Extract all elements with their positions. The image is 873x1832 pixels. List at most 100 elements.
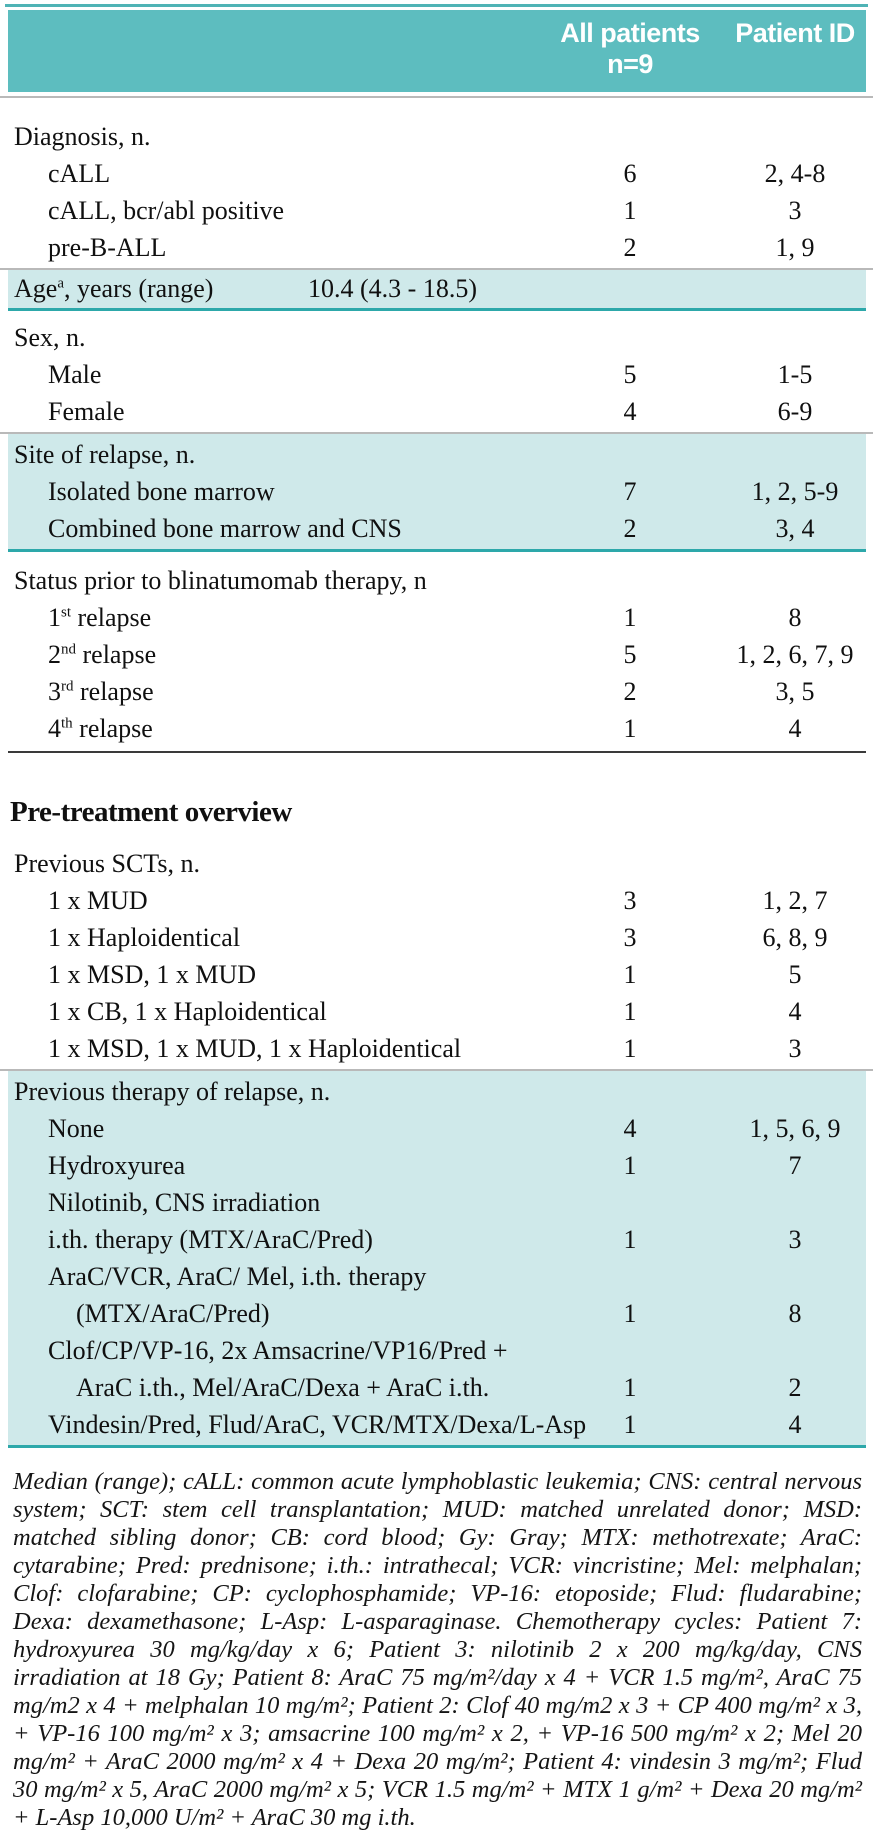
row-label: Nilotinib, CNS irradiation: [48, 1188, 321, 1217]
row-label: 1 x MSD, 1 x MUD: [48, 960, 257, 989]
row-label: Female: [48, 397, 125, 426]
age-value: 10.4 (4.3 - 18.5): [308, 274, 477, 303]
col-all-patients-value: 1: [623, 196, 637, 225]
row-label: Hydroxyurea: [48, 1151, 186, 1180]
row-label: Clof/CP/VP-16, 2x Amsacrine/VP16/Pred +: [48, 1336, 508, 1365]
section-sex: Sex, n. Male 5 1-5 Female 4 6-9: [8, 319, 866, 430]
col-patient-id-value: 3, 4: [775, 514, 815, 543]
row-label: pre-B-ALL: [48, 233, 167, 262]
row-label: Agea, years (range): [14, 274, 214, 303]
col-patient-id-value: 1, 2, 5-9: [751, 477, 839, 506]
col-patient-id-value: [724, 1332, 866, 1369]
section-title-row: Previous therapy of relapse, n.: [8, 1073, 866, 1110]
col-all-patients-value: 6: [623, 159, 637, 188]
section-title: Sex, n.: [14, 323, 86, 352]
col-patient-id-value: 1, 2, 7: [762, 886, 828, 915]
column-header-all-patients: All patients n=9: [536, 18, 724, 80]
col-patient-id-value: 4: [788, 997, 802, 1026]
column-header-n: n=9: [607, 49, 653, 79]
row-label: None: [48, 1114, 105, 1143]
table-row: Nilotinib, CNS irradiation: [8, 1184, 866, 1221]
col-patient-id-value: 1, 9: [775, 233, 815, 262]
section-previous-therapy: Previous therapy of relapse, n. None 4 1…: [8, 1071, 866, 1448]
patient-characteristics-table-page: All patients n=9 Patient ID Diagnosis, n…: [0, 4, 873, 1831]
col-all-patients-value: 1: [623, 714, 637, 743]
col-patient-id-value: 3: [788, 196, 802, 225]
table-row: Vindesin/Pred, Flud/AraC, VCR/MTX/Dexa/L…: [8, 1406, 866, 1443]
col-all-patients-value: [536, 1184, 724, 1221]
section-divider: [0, 432, 873, 434]
col-all-patients-value: 1: [623, 1151, 637, 1180]
section-title: Status prior to blinatumomab therapy, n: [14, 566, 427, 595]
col-all-patients-value: 2: [623, 677, 637, 706]
col-all-patients-value: [536, 1332, 724, 1369]
table-row: Agea, years (range) 10.4 (4.3 - 18.5): [8, 270, 866, 308]
col-patient-id-value: 2: [788, 1373, 802, 1402]
table-row: 4th relapse 1 4: [8, 710, 866, 747]
section-diagnosis: Diagnosis, n. cALL 6 2, 4-8 cALL, bcr/ab…: [8, 118, 866, 266]
col-all-patients-value: 1: [623, 960, 637, 989]
col-patient-id-value: [724, 1258, 866, 1295]
section-divider: [0, 268, 873, 270]
col-patient-id-value: 1, 2, 6, 7, 9: [736, 640, 854, 669]
section-status: Status prior to blinatumomab therapy, n …: [8, 562, 866, 747]
col-patient-id-value: [724, 1184, 866, 1221]
column-header-patient-id-label: Patient ID: [735, 18, 855, 48]
col-all-patients-value: 5: [623, 360, 637, 389]
table-row: cALL 6 2, 4-8: [8, 155, 866, 192]
col-patient-id-value: 1-5: [777, 360, 813, 389]
table-row: 1 x CB, 1 x Haploidentical 1 4: [8, 993, 866, 1030]
col-patient-id-value: 4: [788, 714, 802, 743]
section-site-of-relapse: Site of relapse, n. Isolated bone marrow…: [8, 434, 866, 552]
row-label: 2nd relapse: [48, 640, 157, 669]
row-label: 3rd relapse: [48, 677, 154, 706]
row-label: 1 x MUD: [48, 886, 148, 915]
table-row: 1 x MSD, 1 x MUD, 1 x Haploidentical 1 3: [8, 1030, 866, 1067]
section-title-row: Status prior to blinatumomab therapy, n: [8, 562, 866, 599]
col-all-patients-value: 1: [623, 1373, 637, 1402]
table-row: Male 5 1-5: [8, 356, 866, 393]
row-label: 1 x CB, 1 x Haploidentical: [48, 997, 327, 1026]
section-title-row: Site of relapse, n.: [8, 436, 866, 473]
table-row: None 4 1, 5, 6, 9: [8, 1110, 866, 1147]
pretreatment-overview-heading: Pre-treatment overview: [10, 796, 292, 828]
col-all-patients-value: 4: [623, 397, 637, 426]
row-label: (MTX/AraC/Pred): [76, 1299, 270, 1328]
col-all-patients-value: 2: [623, 514, 637, 543]
section-title: Previous therapy of relapse, n.: [14, 1077, 331, 1106]
table-header: All patients n=9 Patient ID: [8, 10, 866, 92]
table-row: cALL, bcr/abl positive 1 3: [8, 192, 866, 229]
col-all-patients-value: 3: [623, 886, 637, 915]
table-row: AraC/VCR, AraC/ Mel, i.th. therapy: [8, 1258, 866, 1295]
row-label: 4th relapse: [48, 714, 153, 743]
col-patient-id-value: 7: [788, 1151, 802, 1180]
col-all-patients-value: 1: [623, 1034, 637, 1063]
col-patient-id-value: 1, 5, 6, 9: [749, 1114, 841, 1143]
section-previous-scts: Previous SCTs, n. 1 x MUD 3 1, 2, 7 1 x …: [8, 845, 866, 1067]
table-row: 1 x MSD, 1 x MUD 1 5: [8, 956, 866, 993]
row-label: cALL, bcr/abl positive: [48, 196, 285, 225]
col-all-patients-value: 1: [623, 1410, 637, 1439]
table-row: (MTX/AraC/Pred) 1 8: [8, 1295, 866, 1332]
footnote-marker: a: [57, 275, 64, 292]
col-all-patients-value: [536, 1258, 724, 1295]
table-row: 1st relapse 1 8: [8, 599, 866, 636]
section-divider: [0, 1069, 873, 1071]
section-title: Diagnosis, n.: [14, 122, 151, 151]
col-patient-id-value: 6, 8, 9: [762, 923, 828, 952]
col-all-patients-value: 1: [623, 1225, 637, 1254]
table-row: i.th. therapy (MTX/AraC/Pred) 1 3: [8, 1221, 866, 1258]
table-row: pre-B-ALL 2 1, 9: [8, 229, 866, 266]
row-label: Combined bone marrow and CNS: [48, 514, 402, 543]
section-title: Previous SCTs, n.: [14, 849, 200, 878]
col-all-patients-value: 7: [623, 477, 637, 506]
row-label: Isolated bone marrow: [48, 477, 275, 506]
header-divider: [0, 96, 873, 98]
col-patient-id-value: 2, 4-8: [764, 159, 826, 188]
table-row: Hydroxyurea 1 7: [8, 1147, 866, 1184]
row-label: i.th. therapy (MTX/AraC/Pred): [48, 1225, 373, 1254]
section-title-row: Diagnosis, n.: [8, 118, 866, 155]
table-row: Isolated bone marrow 7 1, 2, 5-9: [8, 473, 866, 510]
table-footnote: Median (range); cALL: common acute lymph…: [13, 1468, 862, 1831]
row-label: Vindesin/Pred, Flud/AraC, VCR/MTX/Dexa/L…: [48, 1410, 587, 1439]
